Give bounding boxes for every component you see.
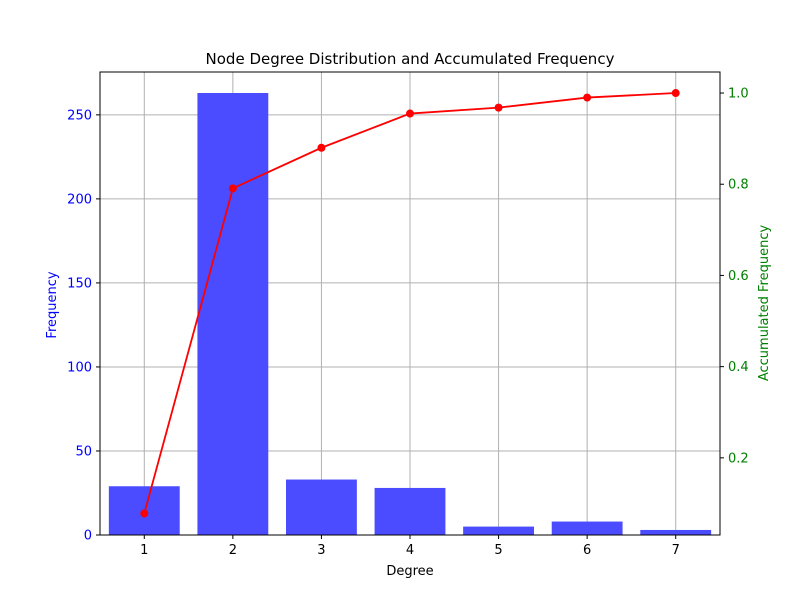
cumulative-point-3 [317,143,326,152]
bar-degree-3 [286,479,357,535]
grid-layer [100,72,720,536]
y-tick-label: 0 [84,529,92,544]
y-tick-label: 100 [67,360,92,375]
x-tick-label: 6 [583,543,591,558]
cumulative-point-2 [228,184,237,193]
x-tick-label: 7 [672,543,680,558]
y-tick-label: 50 [75,444,92,459]
x-tick-label: 5 [494,543,502,558]
y2-tick-label: 0.8 [728,178,749,193]
cumulative-point-6 [583,93,592,102]
y2-tick-label: 0.4 [728,360,749,375]
x-tick-label: 4 [406,543,414,558]
bar-degree-4 [374,487,446,535]
bar-degree-6 [551,521,623,535]
x-tick-label: 1 [140,543,148,558]
bar-degree-7 [640,529,712,535]
cumulative-point-7 [671,89,680,98]
y2-tick-label: 0.2 [728,451,749,466]
bar-layer [108,93,712,535]
y2-axis-label: Accumulated Frequency [757,225,772,382]
x-axis-label: Degree [386,564,433,579]
bar-degree-2 [197,93,269,535]
x-tick-label: 3 [317,543,325,558]
line-layer [140,89,680,518]
cumulative-point-5 [494,103,503,112]
y2-tick-label: 0.6 [728,269,749,284]
cumulative-point-4 [406,109,414,118]
y-tick-label: 150 [67,276,92,291]
axis-layer: 1 2 3 4 5 6 7 0 50 100 150 200 250 0.2 0.4 0.6 0.8 1.0 [67,71,749,558]
y-axis-label: Frequency [45,271,60,338]
cumulative-point-1 [140,509,149,518]
bar-degree-5 [463,526,534,535]
x-tick-label: 2 [229,543,237,558]
y-tick-label: 250 [67,108,92,123]
chart-title: Node Degree Distribution and Accumulated… [206,50,615,68]
y-tick-label: 200 [67,192,92,207]
y2-tick-label: 1.0 [728,87,749,102]
